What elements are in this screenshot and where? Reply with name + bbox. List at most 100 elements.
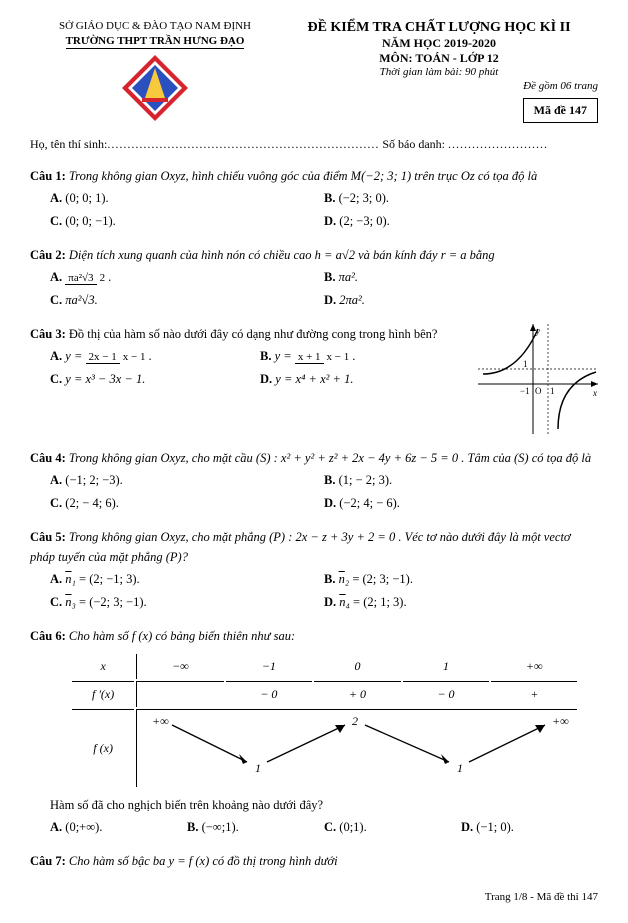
q6-c-text: (0;1). <box>339 820 366 834</box>
vt-fp5: + <box>491 681 577 707</box>
q5-opt-b: B. n₂ = (2; 3; −1). <box>324 569 598 589</box>
q1-opt-c: C. (0; 0; −1). <box>50 211 324 231</box>
q2-opt-b: B. πa². <box>324 267 598 287</box>
header-left: SỞ GIÁO DỤC & ĐÀO TẠO NAM ĐỊNH TRƯỜNG TH… <box>30 20 280 127</box>
q5-opt-c: C. n₃ = (−2; 3; −1). <box>50 592 324 612</box>
q1-a-text: (0; 0; 1). <box>65 191 108 205</box>
school-logo <box>120 53 190 123</box>
vt-fp3: + 0 <box>314 681 401 707</box>
q2-opt-c: C. πa²√3. <box>50 290 324 310</box>
svg-text:x: x <box>592 388 597 398</box>
q6-label: Câu 6: <box>30 629 66 643</box>
header: SỞ GIÁO DỤC & ĐÀO TẠO NAM ĐỊNH TRƯỜNG TH… <box>30 20 598 127</box>
q4-c-text: (2; − 4; 6). <box>65 496 119 510</box>
q6-text: Cho hàm số f (x) có bảng biến thiên như … <box>66 629 295 643</box>
svg-text:1: 1 <box>255 761 261 775</box>
vt-fp1 <box>136 681 223 707</box>
svg-text:1: 1 <box>523 359 528 369</box>
school-name: TRƯỜNG THPT TRẦN HƯNG ĐẠO <box>66 35 245 49</box>
q3-label: Câu 3: <box>30 327 66 341</box>
name-dots: ........................................… <box>107 137 379 151</box>
header-right: ĐỀ KIỂM TRA CHẤT LƯỢNG HỌC KÌ II NĂM HỌC… <box>280 20 598 123</box>
q3-opt-b: B. y = x + 1x − 1. <box>260 346 470 366</box>
question-1: Câu 1: Trong không gian Oxyz, hình chiếu… <box>30 166 598 231</box>
svg-text:O: O <box>535 386 542 396</box>
q6-a-text: (0;+∞). <box>65 820 102 834</box>
svg-text:y: y <box>535 326 540 336</box>
q3-opt-d: D. y = x⁴ + x² + 1. <box>260 369 470 389</box>
q2-label: Câu 2: <box>30 248 66 262</box>
q2-opt-a: A. πa²√32. <box>50 267 324 287</box>
q3-a-den: x − 1 <box>120 351 149 363</box>
q3-c-text: y = x³ − 3x − 1. <box>65 372 145 386</box>
q3-opt-c: C. y = x³ − 3x − 1. <box>50 369 260 389</box>
q1-label: Câu 1: <box>30 169 66 183</box>
q1-text: Trong không gian Oxyz, hình chiếu vuông … <box>66 169 537 183</box>
question-4: Câu 4: Trong không gian Oxyz, cho mặt cầ… <box>30 448 598 513</box>
q6-subtext: Hàm số đã cho nghịch biến trên khoảng nà… <box>50 795 598 815</box>
q2-c-text: πa²√3. <box>65 293 98 307</box>
svg-text:1: 1 <box>550 386 555 396</box>
page-footer: Trang 1/8 - Mã đề thi 147 <box>30 891 598 903</box>
q1-options: A. (0; 0; 1). B. (−2; 3; 0). C. (0; 0; −… <box>50 188 598 231</box>
svg-text:1: 1 <box>457 761 463 775</box>
q2-b-text: πa². <box>339 270 358 284</box>
exam-subject: MÔN: TOÁN - LỚP 12 <box>280 51 598 66</box>
svg-text:2: 2 <box>352 714 358 728</box>
q2-text: Diện tích xung quanh của hình nón có chi… <box>66 248 495 262</box>
q3-a-num: 2x − 1 <box>86 351 120 364</box>
q2-a-den: 2 <box>97 272 109 284</box>
q4-text: Trong không gian Oxyz, cho mặt cầu (S) :… <box>66 451 591 465</box>
variation-table: x −∞ −1 0 1 +∞ f '(x) − 0 + 0 − 0 + f (x… <box>70 652 579 789</box>
q4-a-text: (−1; 2; −3). <box>65 473 123 487</box>
q3-graph: 1 −1 O 1 x y <box>478 324 598 434</box>
q3-b-den: x − 1 <box>324 351 353 363</box>
svg-text:−1: −1 <box>520 386 530 396</box>
q2-a-num: πa²√3 <box>65 272 96 285</box>
name-label: Họ, tên thí sinh: <box>30 137 107 151</box>
vt-fp: f '(x) <box>72 681 134 707</box>
exam-title: ĐỀ KIỂM TRA CHẤT LƯỢNG HỌC KÌ II <box>280 20 598 36</box>
q5-opt-d: D. n₄ = (2; 1; 3). <box>324 592 598 612</box>
q1-opt-a: A. (0; 0; 1). <box>50 188 324 208</box>
q1-opt-d: D. (2; −3; 0). <box>324 211 598 231</box>
q3-b-num: x + 1 <box>295 351 324 364</box>
question-3: 1 −1 O 1 x y Câu 3: Đồ thị của hàm số nà… <box>30 324 598 434</box>
vt-x: x <box>72 654 134 679</box>
exam-time: Thời gian làm bài: 90 phút <box>280 66 598 78</box>
svg-text:+∞: +∞ <box>552 714 569 728</box>
q6-options: A. (0;+∞). B. (−∞;1). C. (0;1). D. (−1; … <box>50 817 598 837</box>
vt-fp4: − 0 <box>403 681 490 707</box>
student-info-line: Họ, tên thí sinh:.......................… <box>30 137 598 152</box>
vt-fx: f (x) <box>72 709 134 786</box>
question-2: Câu 2: Diện tích xung quanh của hình nón… <box>30 245 598 310</box>
q3-d-text: y = x⁴ + x² + 1. <box>275 372 353 386</box>
q4-d-text: (−2; 4; − 6). <box>339 496 400 510</box>
vt-x4: 1 <box>403 654 490 679</box>
vt-x1: −∞ <box>136 654 223 679</box>
q4-options: A. (−1; 2; −3). B. (1; − 2; 3). C. (2; −… <box>50 470 598 513</box>
q3-opt-a: A. y = 2x − 1x − 1. <box>50 346 260 366</box>
q4-opt-b: B. (1; − 2; 3). <box>324 470 598 490</box>
q6-opt-a: A. (0;+∞). <box>50 817 187 837</box>
q6-opt-b: B. (−∞;1). <box>187 817 324 837</box>
q1-c-text: (0; 0; −1). <box>65 214 115 228</box>
q7-text: Cho hàm số bậc ba y = f (x) có đồ thị tr… <box>66 854 338 868</box>
q5-label: Câu 5: <box>30 530 66 544</box>
vt-arrows: +∞ 2 +∞ 1 1 <box>136 709 577 786</box>
vt-x2: −1 <box>226 654 313 679</box>
exam-code: Mã đề 147 <box>523 98 598 123</box>
q2-options: A. πa²√32. B. πa². C. πa²√3. D. 2πa². <box>50 267 598 310</box>
q2-opt-d: D. 2πa². <box>324 290 598 310</box>
q6-d-text: (−1; 0). <box>476 820 514 834</box>
q4-opt-c: C. (2; − 4; 6). <box>50 493 324 513</box>
q4-b-text: (1; − 2; 3). <box>339 473 393 487</box>
q1-d-text: (2; −3; 0). <box>339 214 389 228</box>
svg-text:+∞: +∞ <box>152 714 169 728</box>
vt-fp2: − 0 <box>226 681 313 707</box>
q5-opt-a: A. n₁ = n₁ = (2; −1; 3).(2; −1; 3). <box>50 569 324 589</box>
q2-d-text: 2πa². <box>339 293 365 307</box>
q4-label: Câu 4: <box>30 451 66 465</box>
q1-opt-b: B. (−2; 3; 0). <box>324 188 598 208</box>
q6-opt-c: C. (0;1). <box>324 817 461 837</box>
